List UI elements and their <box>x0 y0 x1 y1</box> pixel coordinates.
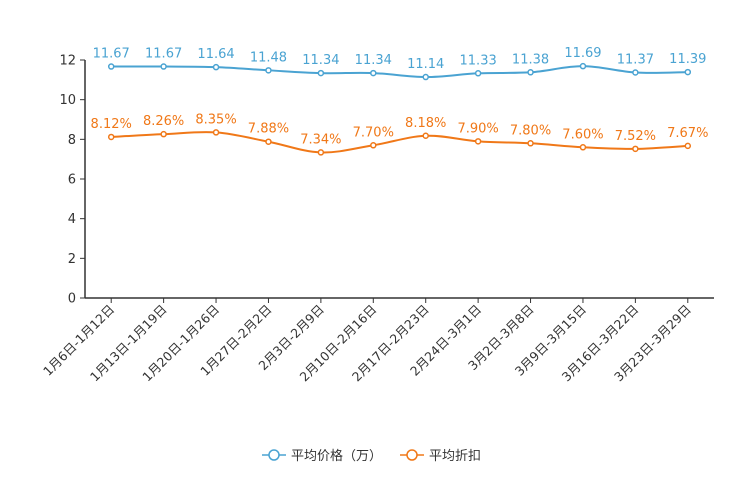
data-point <box>474 70 482 77</box>
data-label: 11.48 <box>250 50 287 65</box>
data-label: 11.39 <box>669 52 706 67</box>
legend-marker <box>406 449 418 461</box>
data-label: 11.69 <box>564 46 601 61</box>
data-point <box>317 69 325 77</box>
data-point <box>684 142 692 150</box>
data-label: 7.34% <box>300 132 341 147</box>
data-label: 7.52% <box>615 129 656 144</box>
series-line <box>111 65 688 79</box>
series-0: 11.67 11.67 11.64 11.48 11.34 11.34 11.14 11.33… <box>93 46 706 81</box>
data-label: 11.67 <box>145 47 182 62</box>
data-label: 7.80% <box>510 123 551 138</box>
data-point <box>160 63 167 70</box>
y-tick-label: 0 <box>68 292 76 307</box>
data-point <box>474 138 482 145</box>
y-tick-label: 10 <box>59 93 76 108</box>
data-label: 11.34 <box>355 53 392 68</box>
series-layer: 11.67 11.67 11.64 11.48 11.34 11.34 11.14 11.33… <box>91 46 708 156</box>
legend-item-1: 平均折扣 <box>400 449 481 464</box>
data-label: 11.14 <box>407 57 444 72</box>
data-label: 11.38 <box>512 52 549 67</box>
data-point <box>107 63 115 70</box>
data-label: 11.64 <box>197 47 234 62</box>
data-label: 8.26% <box>143 114 184 129</box>
data-label: 11.33 <box>460 53 497 68</box>
data-point <box>265 67 272 74</box>
data-point <box>632 69 639 76</box>
data-label: 8.35% <box>195 112 236 127</box>
data-label: 8.18% <box>405 116 446 131</box>
data-point <box>370 69 377 77</box>
data-label: 11.34 <box>302 53 339 68</box>
data-label: 7.90% <box>457 121 498 136</box>
legend-marker <box>268 449 280 461</box>
y-tick-label: 4 <box>68 212 76 227</box>
legend-label: 平均价格（万） <box>291 448 382 464</box>
data-point <box>684 68 692 76</box>
legend-item-0: 平均价格（万） <box>262 448 382 464</box>
series-1: 8.12% 8.26% 8.35% 7.88% 7.34% 7.70% 8.18% 7.90%… <box>91 112 708 156</box>
data-point <box>579 62 587 70</box>
data-point <box>422 73 429 81</box>
y-tick-label: 12 <box>59 54 76 69</box>
legend-label: 平均折扣 <box>429 449 481 464</box>
data-point <box>317 149 325 156</box>
legend: 平均价格（万） 平均折扣 <box>262 448 481 464</box>
data-point <box>527 140 534 147</box>
y-tick-label: 8 <box>68 133 76 148</box>
axes: 0246810121月6日-1月12日1月13日-1月19日1月20日-1月26… <box>40 54 714 384</box>
series-line <box>111 131 688 154</box>
data-point <box>527 69 534 76</box>
data-point <box>370 142 377 149</box>
data-point <box>212 63 220 71</box>
y-tick-label: 2 <box>68 252 76 267</box>
data-point <box>212 129 220 136</box>
y-tick-label: 6 <box>68 173 76 188</box>
data-point <box>422 132 429 140</box>
data-point <box>632 145 639 153</box>
data-point <box>160 130 167 138</box>
data-label: 11.37 <box>617 52 654 67</box>
data-label: 7.60% <box>562 127 603 142</box>
data-point <box>579 144 587 151</box>
data-label: 8.12% <box>91 117 132 132</box>
data-label: 7.67% <box>667 126 708 141</box>
data-label: 11.67 <box>93 47 130 62</box>
data-point <box>265 138 272 145</box>
data-point <box>107 133 115 141</box>
data-label: 7.70% <box>353 125 394 140</box>
data-label: 7.88% <box>248 122 289 137</box>
